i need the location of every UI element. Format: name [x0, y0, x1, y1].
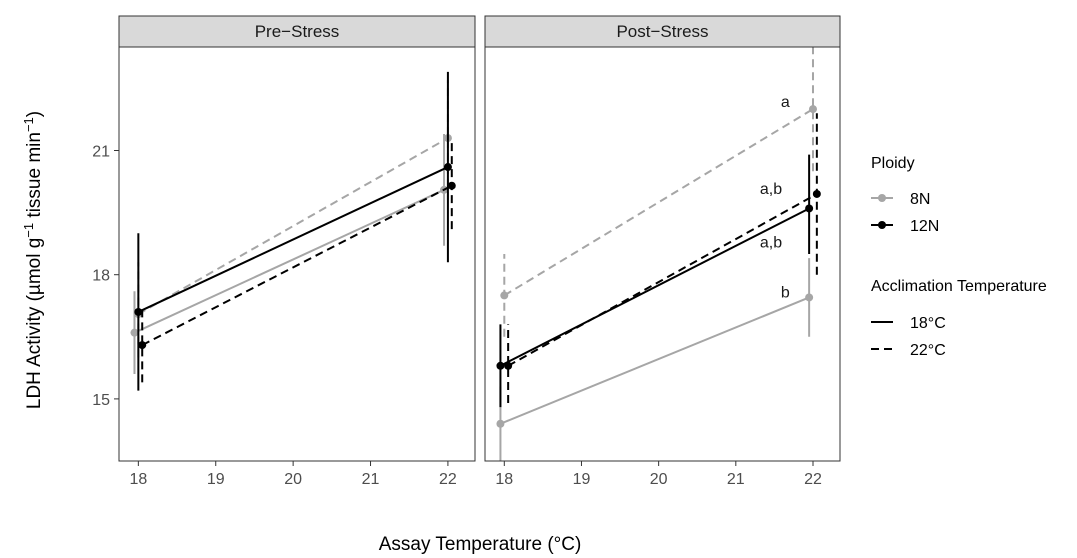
- x-tick-label: 20: [284, 471, 302, 488]
- strip-background: [484, 15, 841, 48]
- legend-item-8N: 8N: [871, 191, 930, 208]
- panel-post-stress: Post−Stress a a,b a,b b 18 19 20 21 22: [484, 15, 841, 488]
- y-axis-title-part: tissue min: [24, 132, 45, 223]
- data-point: [808, 105, 817, 114]
- significance-label: a: [781, 94, 790, 111]
- series-line: [503, 108, 814, 297]
- y-axis-title-part: LDH Activity (µmol g: [24, 238, 45, 409]
- x-tick-label: 22: [804, 471, 822, 488]
- data-point: [134, 307, 143, 316]
- data-point: [504, 361, 513, 370]
- series-line: [499, 207, 810, 367]
- legend-key-point: [878, 194, 886, 202]
- x-tick-label: 21: [727, 471, 745, 488]
- x-tick-label: 19: [207, 471, 225, 488]
- data-point: [443, 163, 452, 172]
- x-tick-label: 19: [573, 471, 591, 488]
- y-axis-title-part: ): [24, 111, 45, 117]
- x-tick-label: 18: [495, 471, 513, 488]
- data-point: [447, 181, 456, 190]
- panel-border: [484, 46, 841, 462]
- panels-layer: Pre−Stress 18 19 20 21 22 15 18 21 Post−Stress a a,…: [92, 15, 841, 488]
- data-point: [496, 419, 505, 428]
- series-12N-22c: [138, 142, 456, 383]
- y-axis-title: LDH Activity (µmol g−1 tissue min−1): [21, 111, 46, 409]
- legend-item-12N: 12N: [871, 218, 939, 235]
- x-tick-label: 21: [362, 471, 380, 488]
- legend: Ploidy 8N 12N Acclimation Temperature 18°C 22…: [871, 155, 1047, 359]
- data-point: [812, 189, 821, 198]
- strip-background: [118, 15, 476, 48]
- y-tick-label: 15: [92, 392, 110, 409]
- x-tick-label: 18: [129, 471, 147, 488]
- legend-label: 8N: [910, 191, 930, 208]
- series-line: [137, 137, 449, 315]
- series-line: [134, 188, 445, 334]
- strip-title: Post−Stress: [616, 22, 708, 41]
- series-line: [507, 193, 818, 367]
- y-axis-title-superscript: −1: [21, 223, 36, 238]
- data-point: [130, 328, 139, 337]
- series-line: [500, 296, 810, 425]
- series-line: [141, 184, 453, 346]
- legend-item-18c: 18°C: [871, 315, 946, 332]
- series-12N-18c: [134, 71, 452, 391]
- legend-key-point: [878, 221, 886, 229]
- panel-background: [119, 47, 475, 461]
- panel-border: [118, 46, 476, 462]
- data-point: [805, 293, 814, 302]
- significance-label: b: [781, 284, 790, 301]
- data-point: [500, 291, 509, 300]
- panel-pre-stress: Pre−Stress 18 19 20 21 22 15 18 21: [92, 15, 476, 488]
- data-point: [805, 204, 814, 213]
- y-axis-title-superscript: −1: [21, 117, 36, 132]
- legend-label: 18°C: [910, 315, 946, 332]
- significance-label: a,b: [760, 181, 782, 198]
- x-axis-title: Assay Temperature (°C): [379, 534, 582, 555]
- significance-label: a,b: [760, 235, 782, 252]
- legend-title-ploidy: Ploidy: [871, 155, 915, 172]
- y-tick-label: 21: [92, 144, 110, 161]
- series-line: [137, 166, 449, 313]
- data-point: [138, 341, 147, 350]
- series-12N-22c: [504, 113, 821, 404]
- y-tick-label: 18: [92, 268, 110, 285]
- legend-label: 12N: [910, 218, 939, 235]
- series-8N-22c: [500, 47, 817, 337]
- panel-background: [485, 47, 840, 461]
- legend-title-acclimation: Acclimation Temperature: [871, 278, 1047, 295]
- legend-label: 22°C: [910, 342, 946, 359]
- data-point: [496, 361, 505, 370]
- x-tick-label: 22: [439, 471, 457, 488]
- x-tick-label: 20: [650, 471, 668, 488]
- series-12N-18c: [496, 154, 814, 408]
- strip-title: Pre−Stress: [255, 22, 340, 41]
- legend-item-22c: 22°C: [871, 342, 946, 359]
